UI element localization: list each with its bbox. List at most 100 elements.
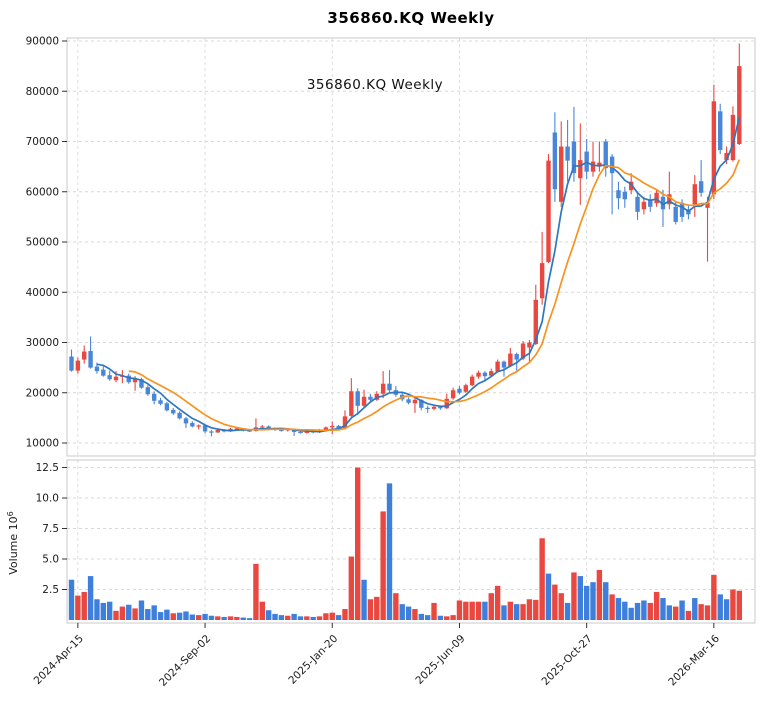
candle-body [660,196,666,210]
volume-bar [450,615,456,620]
volume-tick-label: 10.0 [36,493,59,505]
date-tick-label: 2026-Mar-16 [666,632,722,688]
candle-body [336,425,341,429]
candle-body [737,66,742,145]
candle [196,424,201,430]
candle-body [171,409,176,414]
candle-body [718,111,723,151]
candle-body [349,391,354,416]
candle [692,175,697,217]
volume-bar [310,616,316,620]
volume-panel [66,459,756,624]
candle-body [603,141,608,169]
volume-bar [399,604,405,620]
candle [546,154,551,264]
candle-body [419,399,424,408]
volume-bar [265,610,272,620]
volume-bar [323,613,329,620]
candle [635,191,640,220]
candle-body [82,351,87,360]
price-tick-label: 70000 [26,136,59,148]
price-tick-label: 40000 [26,287,59,299]
candle [113,371,119,383]
candle [190,421,195,428]
volume-bar [571,572,577,620]
volume-bar [692,598,698,620]
volume-bar [106,601,113,620]
candle [101,366,106,377]
volume-bar [514,604,520,620]
candle-body [75,360,81,371]
candle-body [450,390,456,399]
volume-bar [603,582,609,620]
volume-bar [183,611,189,620]
candle-body [145,387,151,395]
candle-body [126,375,131,383]
candle-body [698,181,704,193]
volume-bar [157,612,164,620]
candle-body [539,263,545,299]
volume-tick-label: 12.5 [36,462,59,474]
price-tick-label: 90000 [26,36,59,48]
candle-body [438,406,443,409]
volume-bar [94,599,100,620]
price-panel [66,37,756,457]
chart-title: 356860.KQ Weekly [327,9,495,27]
volume-bar [463,601,469,620]
candle-body [139,379,144,388]
ma-slow-line [128,159,741,432]
candle-body [622,191,628,200]
inner-symbol-label: 356860.KQ Weekly [306,77,444,93]
volume-bar [520,604,526,620]
volume-bar [253,563,259,620]
candle-body [673,206,678,222]
volume-axis-label: Volume 106 [6,511,20,575]
volume-bar [507,601,514,620]
volume-bar [202,613,208,620]
candle-body [692,184,697,205]
moving-averages [96,116,741,433]
date-tick-label: 2025-Jan-20 [286,633,340,687]
candle-body [546,160,551,263]
volume-bar [494,585,501,620]
candle-body [533,299,538,345]
candle-body [113,376,119,381]
candle-body [648,199,653,207]
candle-body [88,351,93,368]
candle-body [406,399,411,403]
volume-bar [609,594,615,620]
candle [387,370,392,393]
date-tick-label: 2024-Apr-15 [32,633,86,687]
candle-body [234,428,240,430]
candle-body [552,132,558,190]
candle-body [705,202,710,208]
candle [476,370,481,379]
candle-body [304,430,310,433]
price-tick-label: 60000 [26,186,59,198]
candle [654,189,659,207]
volume-bar [666,605,673,620]
volume-bar [564,602,571,620]
candle [737,43,742,146]
candle [393,386,399,397]
candle [151,391,157,405]
candle [584,138,589,180]
volume-bar [278,615,285,620]
candle [355,388,360,415]
ma-fast-line [96,116,741,433]
volume-bar [151,605,157,620]
candle [69,349,74,372]
price-tick-label: 10000 [26,438,59,450]
candle-body [368,396,373,400]
volume-bar [386,483,393,620]
candle [425,405,430,413]
volume-bar [456,600,463,620]
candle [82,345,87,364]
candle [718,103,723,155]
candle-body [571,141,577,174]
candle [641,196,647,215]
candle [361,389,367,408]
volume-bar [285,615,291,620]
